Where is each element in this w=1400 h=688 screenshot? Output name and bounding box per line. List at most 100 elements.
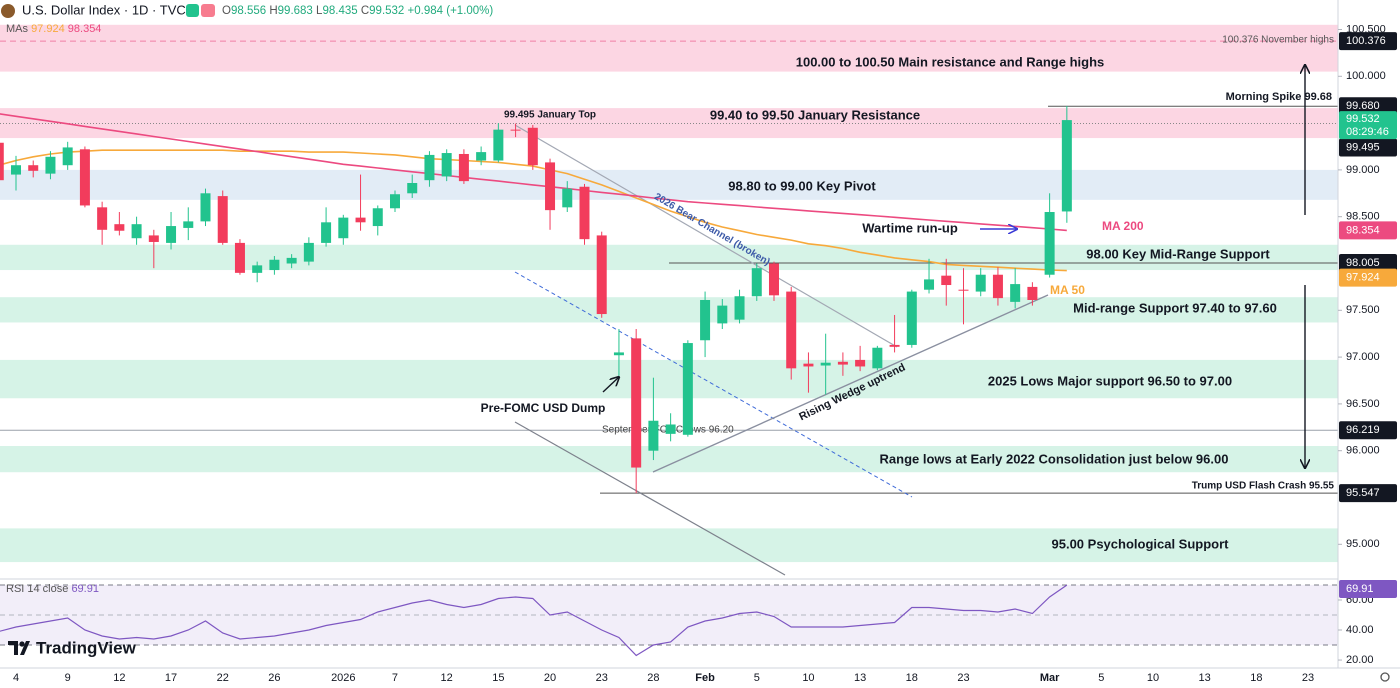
zone [0,359,1338,399]
ohlc-key: C [361,5,369,17]
x-tick-label: 23 [957,672,969,684]
y-tick-label: 100.000 [1346,70,1386,82]
symbol-icon [1,4,15,18]
ma200-price-label-bg [1339,221,1397,240]
header: U.S. Dollar Index · 1D · TVC O98.556 H99… [1,2,493,657]
candle-body [941,275,952,286]
candle-body [234,242,245,273]
x-tick-label: 12 [441,672,453,684]
x-tick-label: 17 [165,672,177,684]
annotation: 99.40 to 99.50 January Resistance [710,107,920,122]
bear-channel-mid [514,271,913,498]
annotation: Pre-FOMC USD Dump [481,401,606,415]
y-tick-label: 95.000 [1346,538,1380,550]
rsi-price-label-bg [1339,580,1397,598]
settings-icon[interactable] [1380,672,1390,682]
x-tick-label: Feb [695,672,715,684]
ohlc-key: H [269,5,277,17]
ma50-price-label-bg [1339,268,1397,287]
candle-body [717,305,728,324]
annotation: 99.495 January Top [504,110,596,121]
logo: TradingView [8,638,137,657]
candle-body [527,127,538,166]
candle-body [682,343,693,435]
candle-body [786,291,797,369]
candle-body [355,217,366,223]
ma200-value: 98.354 [68,23,102,35]
rsi-pane [0,578,1338,657]
arrow-diag [602,377,619,393]
x-tick-label: 13 [854,672,866,684]
candle-body [45,156,56,174]
candle-body [11,165,21,175]
x-tick-label: 23 [1302,672,1314,684]
candle-body [303,242,314,262]
annotation: Trump USD Flash Crash 95.55 [1192,481,1335,492]
x-tick-label: 26 [268,672,280,684]
candle-body [510,129,521,131]
price-label-bg [1339,254,1397,273]
zone [0,446,1338,473]
candle-body [579,186,590,240]
candle-body [269,259,280,271]
symbol-title: U.S. Dollar Index · 1D · TVC [22,2,186,17]
rsi-line [0,584,1068,657]
candle-body [183,221,194,228]
candle-body [872,347,883,369]
rsi-legend-key: RSI 14 close [6,583,68,595]
y-tick-label: 99.000 [1346,164,1380,176]
ma-legend: MAs 97.924 98.354 [6,23,101,35]
candle-body [166,226,177,243]
candle-body [613,352,624,356]
y-tick-label: 96.000 [1346,445,1380,457]
x-tick-label: 20 [544,672,556,684]
candle-body [820,362,831,366]
candle-body [321,222,332,243]
price-label: 95.547 [1346,487,1380,499]
annotation: Range lows at Early 2022 Consolidation j… [880,451,1229,466]
candle-body [924,279,935,290]
x-tick-label: 5 [1098,672,1104,684]
x-tick-label: 10 [1147,672,1159,684]
candle-body [200,193,211,222]
price-label-bg [1339,138,1397,157]
rsi-y-tick-label: 20.00 [1346,654,1374,666]
zone [0,528,1338,563]
candle-body [0,142,4,181]
ohlc-value: 99.532 [369,5,404,17]
price-label: 100.376 [1346,35,1386,47]
y-tick-label: 97.500 [1346,304,1380,316]
candle-body [700,300,711,341]
candle-body [441,153,452,177]
rsi-y-tick-label: 40.00 [1346,624,1374,636]
candle-body [131,224,142,239]
candle-body [286,257,297,264]
change: +0.984 [408,5,444,17]
price-label-bg [1339,484,1397,503]
rising-wedge-line [652,294,1049,473]
candle-body [803,363,814,367]
candles [0,105,1072,494]
candle-body [338,217,349,239]
candle-body [148,235,159,242]
zone [0,244,1338,271]
ma50-price-label: 97.924 [1346,272,1380,284]
x-tick-label: 18 [906,672,918,684]
y-tick-label: 100.500 [1346,23,1386,35]
ma-legend-key: MAs [6,23,29,35]
price-label-bg [1339,32,1397,51]
candle-body [545,162,556,211]
candle-body [1010,284,1021,302]
bear-channel-lower [514,421,786,576]
x-tick-label: 22 [217,672,229,684]
change-pct: (+1.00%) [446,5,493,17]
candle-body [252,265,263,273]
x-tick-label: Mar [1040,672,1060,684]
annotation: Mid-range Support 97.40 to 97.60 [1073,300,1277,315]
candle-body [493,129,504,161]
last-price: 99.532 [1346,113,1380,125]
zones [0,24,1338,563]
candle-body [424,154,435,181]
price-label: 96.219 [1346,424,1380,436]
